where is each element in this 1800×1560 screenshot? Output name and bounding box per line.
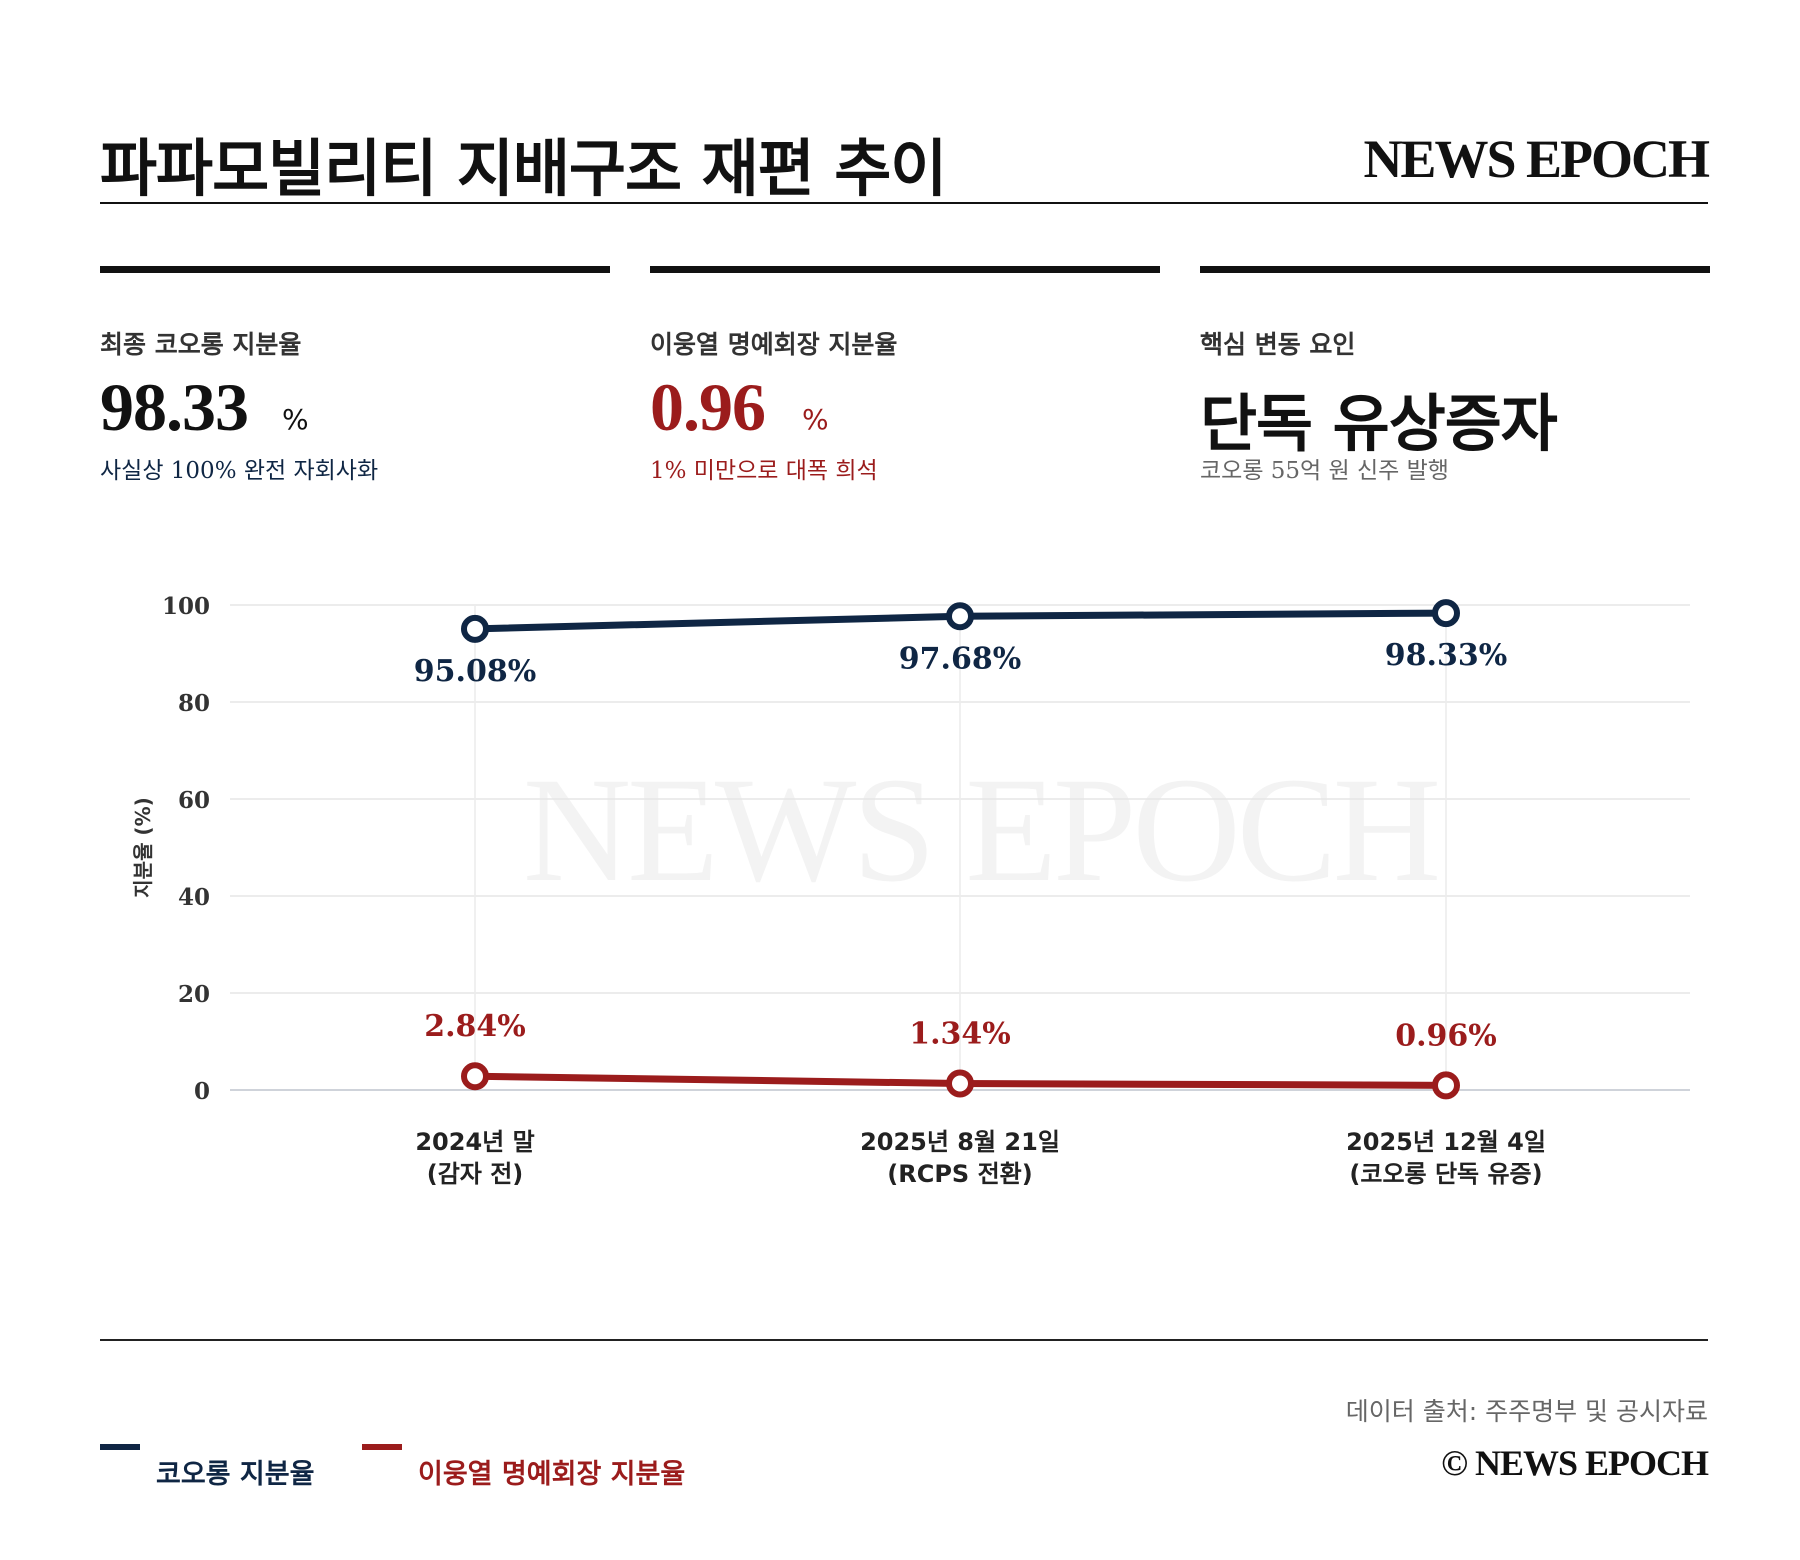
data-point: [461, 614, 489, 643]
page-title: 파파모빌리티 지배구조 재편 추이: [100, 132, 947, 205]
kpi-card-kolon-share: 최종 코오롱 지분율 98.33 % 사실상 100% 완전 자회사화: [100, 266, 610, 484]
kpi-note: 사실상 100% 완전 자회사화: [100, 458, 379, 484]
data-point: [946, 602, 974, 631]
legend-label: 코오롱 지분율: [156, 1459, 315, 1490]
data-source: 데이터 출처: 주주명부 및 공시자료: [1345, 1397, 1708, 1426]
kpi-value: 98.33: [100, 369, 249, 445]
data-point: [946, 1069, 974, 1098]
brand-logo: NEWS EPOCH: [1363, 129, 1710, 189]
data-label: 95.08%: [414, 654, 536, 689]
data-point: [461, 1062, 489, 1091]
kpi-unit: %: [282, 403, 309, 436]
legend-swatch: [362, 1444, 402, 1450]
x-tick-label: 2025년 12월 4일: [1346, 1128, 1546, 1156]
data-label: 2.84%: [424, 1009, 526, 1044]
y-axis-label: 지분율 (%): [131, 797, 155, 897]
data-label: 1.34%: [909, 1017, 1011, 1052]
footer-divider: [100, 1339, 1708, 1341]
data-label: 97.68%: [899, 641, 1021, 676]
y-tick-label: 40: [178, 884, 210, 911]
x-tick-label: 2025년 8월 21일: [860, 1128, 1060, 1156]
kpi-value: 단독 유상증자: [1200, 387, 1558, 460]
data-label: 0.96%: [1395, 1018, 1497, 1053]
y-tick-label: 0: [194, 1078, 210, 1105]
legend-item-kolon: 코오롱 지분율: [100, 1444, 360, 1490]
x-tick-label: (RCPS 전환): [887, 1160, 1032, 1188]
copyright: © NEWS EPOCH: [1441, 1443, 1709, 1483]
line-chart: NEWS EPOCH 0 20 40 60 80 100 지분율 (%) 2024년 말 (감자 …: [131, 593, 1690, 1188]
x-tick-label: 2024년 말: [415, 1128, 534, 1156]
legend-item-chairman: 이웅열 명예회장 지분율: [362, 1444, 722, 1490]
kpi-card-chairman-share: 이웅열 명예회장 지분율 0.96 % 1% 미만으로 대폭 희석: [650, 266, 1160, 484]
watermark: NEWS EPOCH: [523, 747, 1437, 913]
kpi-label: 핵심 변동 요인: [1200, 330, 1356, 359]
y-tick-label: 60: [178, 787, 210, 814]
data-label: 98.33%: [1385, 638, 1507, 673]
header: 파파모빌리티 지배구조 재편 추이 NEWS EPOCH: [100, 118, 1710, 205]
y-tick-label: 80: [178, 690, 210, 717]
x-tick-label: (감자 전): [427, 1160, 524, 1188]
legend-swatch: [100, 1444, 140, 1450]
x-tick-label: (코오롱 단독 유증): [1349, 1160, 1542, 1188]
kpi-note: 1% 미만으로 대폭 희석: [650, 458, 878, 484]
data-point: [1432, 599, 1460, 628]
kpi-label: 최종 코오롱 지분율: [100, 330, 302, 359]
y-tick-label: 20: [178, 981, 210, 1008]
kpi-unit: %: [802, 403, 829, 436]
data-point: [1432, 1071, 1460, 1100]
kpi-value: 0.96: [650, 369, 766, 445]
kpi-note: 코오롱 55억 원 신주 발행: [1200, 458, 1449, 484]
kpi-card-key-factor: 핵심 변동 요인 단독 유상증자 코오롱 55억 원 신주 발행: [1200, 266, 1710, 484]
legend-label: 이웅열 명예회장 지분율: [418, 1459, 686, 1490]
y-tick-label: 100: [162, 593, 210, 620]
kpi-label: 이웅열 명예회장 지분율: [650, 330, 898, 359]
